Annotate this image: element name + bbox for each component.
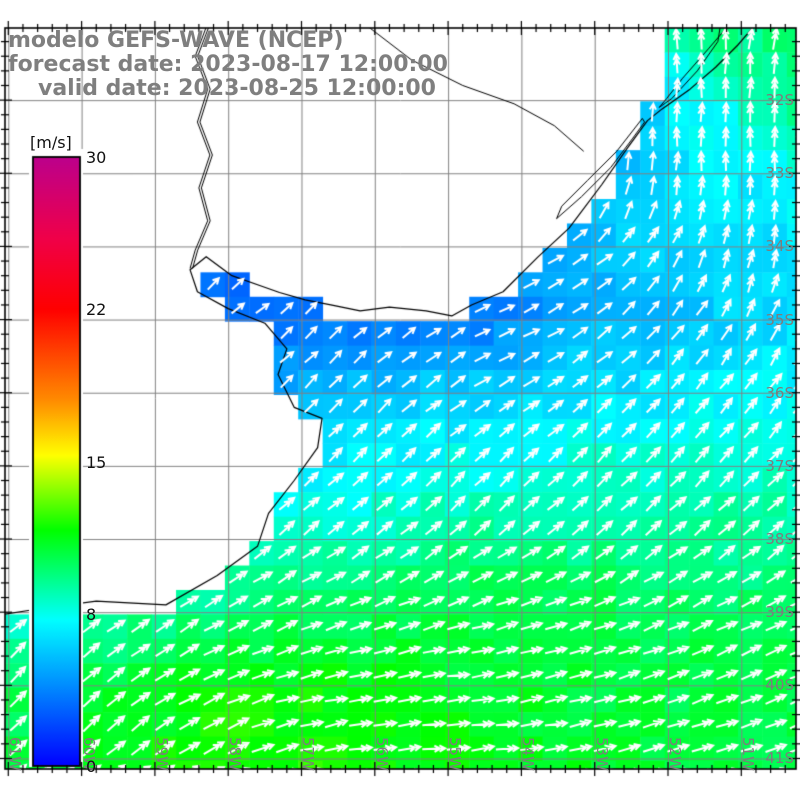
colorbar-unit-label: [m/s] — [30, 133, 72, 152]
forecast-date-label: forecast date: 2023-08-17 12:00:00 — [8, 52, 448, 77]
valid-date-label: valid date: 2023-08-25 12:00:00 — [38, 76, 436, 101]
model-title: modelo GEFS-WAVE (NCEP) — [8, 28, 344, 53]
